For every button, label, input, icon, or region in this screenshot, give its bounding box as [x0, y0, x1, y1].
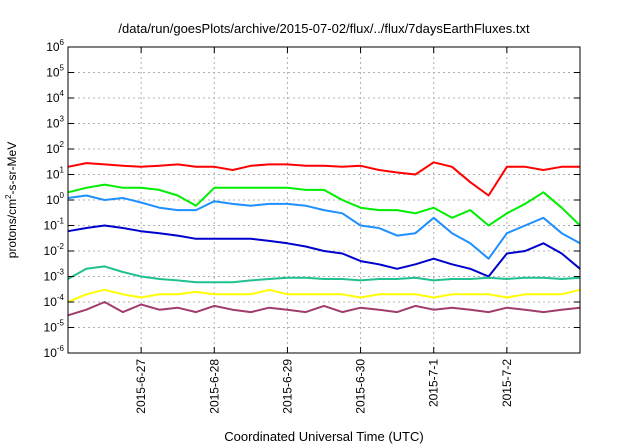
x-axis-label: Coordinated Universal Time (UTC): [224, 429, 423, 444]
y-axis-label: protons/cm2-s-sr-MeV: [4, 142, 19, 258]
axis-ticks: 10-610-510-410-310-210-11001011021031041…: [44, 38, 580, 414]
grid-lines: [68, 47, 580, 353]
y-tick-exp: -4: [57, 293, 65, 302]
series-line-1: [67, 161, 580, 197]
y-tick-base: 10: [44, 244, 58, 258]
y-tick-exp: 2: [60, 140, 65, 149]
y-tick-label: 105: [46, 64, 64, 80]
y-tick-label: 106: [46, 38, 64, 54]
y-tick-exp: 3: [60, 115, 65, 124]
y-tick-label: 103: [46, 115, 64, 131]
y-tick-exp: -1: [57, 217, 65, 226]
y-tick-exp: 4: [60, 89, 65, 98]
y-tick-exp: 0: [60, 191, 65, 200]
y-tick-label: 104: [46, 89, 64, 105]
y-tick-base: 10: [46, 168, 60, 182]
y-tick-exp: -3: [57, 268, 65, 277]
x-tick-label: 2015-6-28: [207, 359, 221, 414]
chart-title: /data/run/goesPlots/archive/2015-07-02/f…: [118, 21, 530, 36]
x-tick-label: 2015-6-27: [134, 359, 148, 414]
y-tick-exp: 5: [60, 64, 65, 73]
y-tick-base: 10: [46, 91, 60, 105]
series-line-4: [67, 224, 581, 278]
series-line-7: [67, 301, 581, 317]
y-tick-label: 101: [46, 166, 64, 182]
y-tick-exp: -2: [57, 242, 65, 251]
y-axis-label-rest: -s-sr-MeV: [5, 142, 19, 195]
y-tick-base: 10: [46, 193, 60, 207]
y-axis-label-base: protons/cm: [5, 199, 19, 258]
x-tick-label: 2015-7-2: [500, 359, 514, 407]
y-tick-exp: 6: [60, 38, 65, 47]
series-line-3: [67, 194, 581, 260]
y-tick-base: 10: [46, 142, 60, 156]
series-line-6: [67, 288, 581, 303]
y-tick-label: 102: [46, 140, 64, 156]
y-axis-label-exp: 2: [4, 194, 13, 199]
x-tick-label: 2015-6-29: [280, 359, 294, 414]
y-tick-base: 10: [44, 219, 58, 233]
y-tick-label: 10-1: [44, 217, 65, 233]
y-tick-exp: -6: [57, 344, 65, 353]
y-tick-base: 10: [46, 66, 60, 80]
y-tick-label: 10-6: [44, 344, 65, 360]
y-tick-label: 100: [46, 191, 64, 207]
y-tick-label: 10-4: [44, 293, 65, 309]
y-tick-label: 10-2: [44, 242, 65, 258]
y-tick-base: 10: [46, 117, 60, 131]
y-tick-base: 10: [44, 295, 58, 309]
x-tick-label: 2015-6-30: [354, 359, 368, 414]
series-line-5: [67, 265, 581, 284]
y-tick-exp: -5: [57, 319, 65, 328]
y-tick-base: 10: [44, 270, 58, 284]
series-line-2: [67, 183, 581, 227]
y-tick-base: 10: [44, 346, 58, 360]
y-tick-label: 10-5: [44, 319, 65, 335]
x-tick-label: 2015-7-1: [427, 359, 441, 407]
y-tick-base: 10: [44, 321, 58, 335]
y-tick-exp: 1: [60, 166, 65, 175]
y-tick-label: 10-3: [44, 268, 65, 284]
series-layer: [67, 161, 581, 317]
y-tick-base: 10: [46, 40, 60, 54]
